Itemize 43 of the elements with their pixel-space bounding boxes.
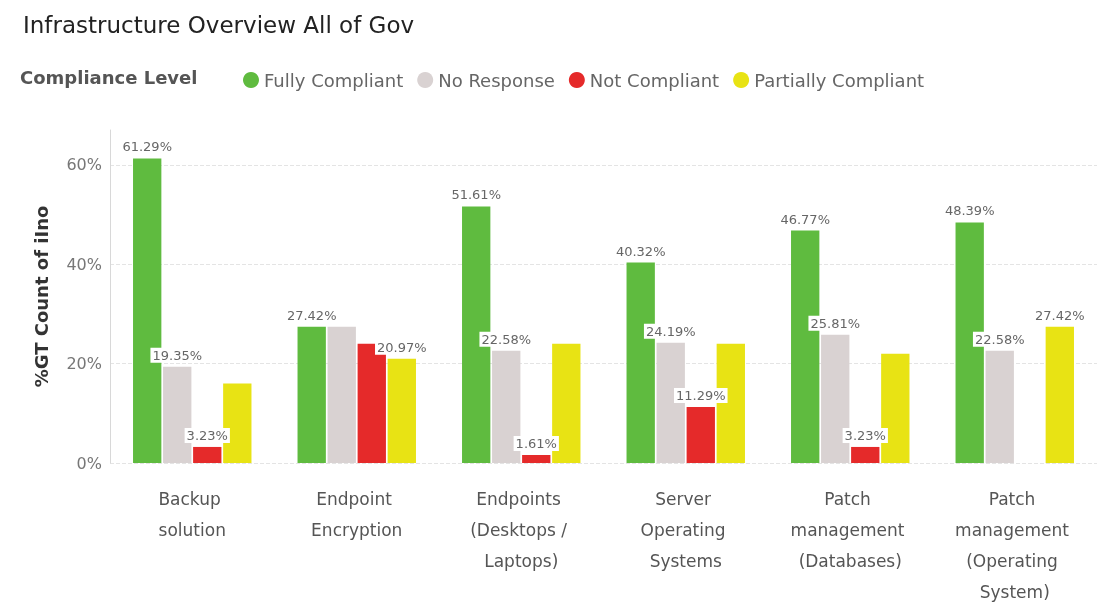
data-label: 40.32% xyxy=(615,243,666,259)
y-tick-label: 20% xyxy=(66,354,102,374)
data-label: 27.42% xyxy=(1035,307,1085,323)
bar xyxy=(851,446,880,463)
y-tick-label: 0% xyxy=(76,453,102,473)
x-tick-label: Backup solution xyxy=(158,488,227,540)
legend-title: Compliance Level xyxy=(20,66,198,88)
bar xyxy=(1045,326,1074,463)
data-label: 20.97% xyxy=(377,339,427,355)
data-label: 11.29% xyxy=(675,387,726,403)
data-label: 22.58% xyxy=(974,331,1025,347)
bar xyxy=(387,358,416,463)
data-label: 3.23% xyxy=(844,427,886,443)
data-label: 3.23% xyxy=(186,427,228,443)
data-label: 19.35% xyxy=(152,347,203,363)
bar xyxy=(193,446,222,463)
y-tick-label: 40% xyxy=(66,254,102,274)
bar xyxy=(327,326,356,463)
legend-label: Partially Compliant xyxy=(754,69,925,91)
x-tick-label: Patch management (Databases) xyxy=(790,488,910,571)
data-label: 27.42% xyxy=(286,307,337,323)
data-label: 22.58% xyxy=(481,331,532,347)
x-tick-label: Patch management (Operating System) xyxy=(955,488,1075,602)
bar xyxy=(985,350,1014,463)
y-tick-label: 60% xyxy=(66,155,102,175)
data-label: 46.77% xyxy=(780,211,830,227)
legend-label: Fully Compliant xyxy=(264,69,404,91)
x-tick-label: Endpoint Encryption xyxy=(311,488,403,540)
x-tick-label: Server Operating Systems xyxy=(640,488,731,571)
bar xyxy=(522,455,551,463)
data-label: 1.61% xyxy=(515,436,557,451)
x-tick-label: Endpoints (Desktops / Laptops) xyxy=(470,488,573,571)
data-label: 24.19% xyxy=(645,323,696,339)
data-label: 51.61% xyxy=(451,187,501,203)
legend-label: No Response xyxy=(438,69,555,91)
legend-label: Not Compliant xyxy=(589,69,720,91)
bar xyxy=(297,326,326,463)
bar xyxy=(686,406,715,463)
y-axis-title: %GT Count of iIno xyxy=(30,205,52,388)
data-label: 48.39% xyxy=(944,203,995,219)
data-label: 61.29% xyxy=(122,139,172,155)
data-label: 25.81% xyxy=(810,315,861,331)
chart-title: Infrastructure Overview All of Gov xyxy=(23,11,415,38)
